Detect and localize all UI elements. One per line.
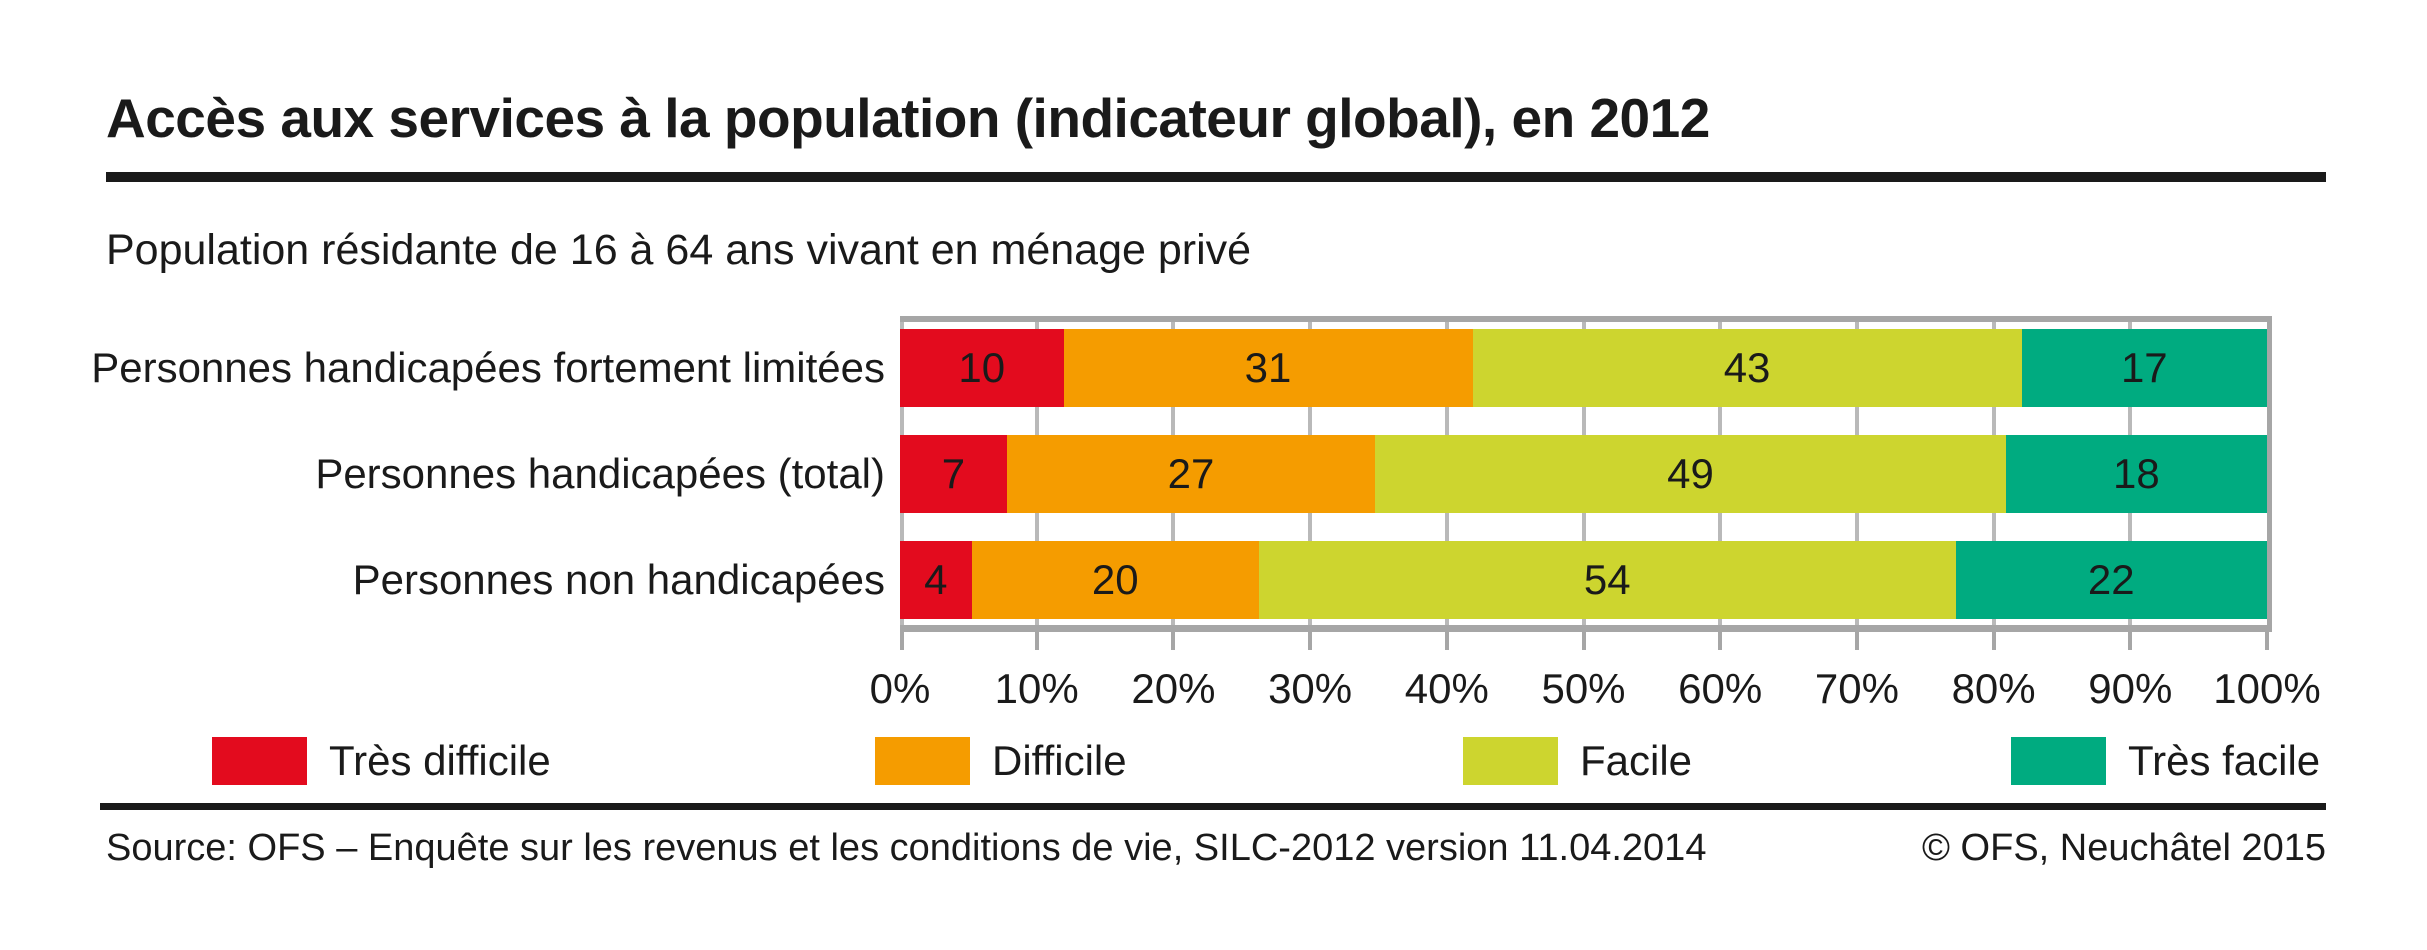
bar-segment: 27 [1006,435,1376,513]
bar-value-label: 27 [1167,450,1215,497]
x-axis-label: 20% [1131,665,1216,712]
category-label: Personnes handicapées (total) [315,450,885,497]
legend-item: Facile [1463,737,1692,785]
bar-segment: 4 [900,541,972,619]
x-axis-label: 60% [1678,665,1763,712]
bar-segment: 43 [1472,329,2022,407]
x-axis-label: 10% [994,665,1079,712]
legend: Très difficile Difficile Facile Très facile [0,737,2427,785]
legend-item: Très difficile [212,737,551,785]
bar-value-label: 31 [1244,344,1292,391]
bar-row: 10 31 43 17 [900,329,2267,407]
bar-segment: 31 [1063,329,1473,407]
axis-tick [1854,632,1859,650]
bar-segment: 49 [1375,435,2006,513]
bar-value-label: 10 [958,344,1006,391]
axis-tick [2128,632,2133,650]
plot-area: 10 31 43 17 7 27 49 18 4 20 54 22 0% 10% 20% 30% 40% 50%… [870,316,2321,712]
category-label: Personnes non handicapées [352,556,885,603]
legend-label: Difficile [992,737,1127,784]
bar-segment: 20 [971,541,1259,619]
bar-row: 7 27 49 18 [900,435,2267,513]
bar-segment: 18 [2005,435,2267,513]
x-axis-label: 80% [1951,665,2036,712]
bar-segment: 17 [2021,329,2267,407]
axis-tick [2265,632,2269,650]
legend-label: Très difficile [329,737,551,784]
page-title: Accès aux services à la population (indi… [106,87,1710,149]
x-axis-label: 90% [2088,665,2173,712]
bar-segment: 22 [1955,541,2267,619]
bar-value-label: 20 [1091,556,1139,603]
axis-tick [1991,632,1996,650]
bar-value-label: 4 [924,556,948,603]
x-axis-label: 100% [2213,665,2321,712]
x-axis-label: 30% [1268,665,1353,712]
bar-value-label: 7 [941,450,966,497]
axis-tick [900,632,904,650]
bar-value-label: 54 [1583,556,1631,603]
category-label: Personnes handicapées fortement limitées [91,344,885,391]
legend-item: Très facile [2011,737,2320,785]
title-rule [106,172,2326,182]
x-axis-label: 50% [1541,665,1626,712]
bar-segment: 54 [1258,541,1956,619]
chart-subtitle: Population résidante de 16 à 64 ans viva… [106,226,1252,274]
legend-label: Facile [1580,737,1693,784]
axis-tick [1444,632,1449,650]
legend-swatch [212,737,307,785]
legend-swatch [2011,737,2106,785]
copyright-text: © OFS, Neuchâtel 2015 [1922,827,2326,869]
x-axis-label: 40% [1404,665,1489,712]
axis-tick [1171,632,1176,650]
bar-row: 4 20 54 22 [900,541,2267,619]
bar-value-label: 17 [2120,344,2168,391]
footer-rule [100,803,2326,810]
legend-item: Difficile [875,737,1127,785]
source-text: Source: OFS – Enquête sur les revenus et… [106,827,1707,869]
legend-swatch [875,737,970,785]
axis-tick [1718,632,1723,650]
x-axis-label: 70% [1814,665,1899,712]
axis-tick [1581,632,1586,650]
x-axis-label: 0% [869,665,931,712]
bar-segment: 7 [900,435,1007,513]
bar-value-label: 43 [1723,344,1771,391]
legend-label: Très facile [2128,737,2321,784]
axis-tick [1034,632,1039,650]
axis-tick [1308,632,1313,650]
legend-swatch [1463,737,1558,785]
bar-value-label: 22 [2087,556,2135,603]
bar-value-label: 49 [1667,450,1714,497]
bar-value-label: 18 [2113,450,2160,497]
bar-segment: 10 [900,329,1064,407]
